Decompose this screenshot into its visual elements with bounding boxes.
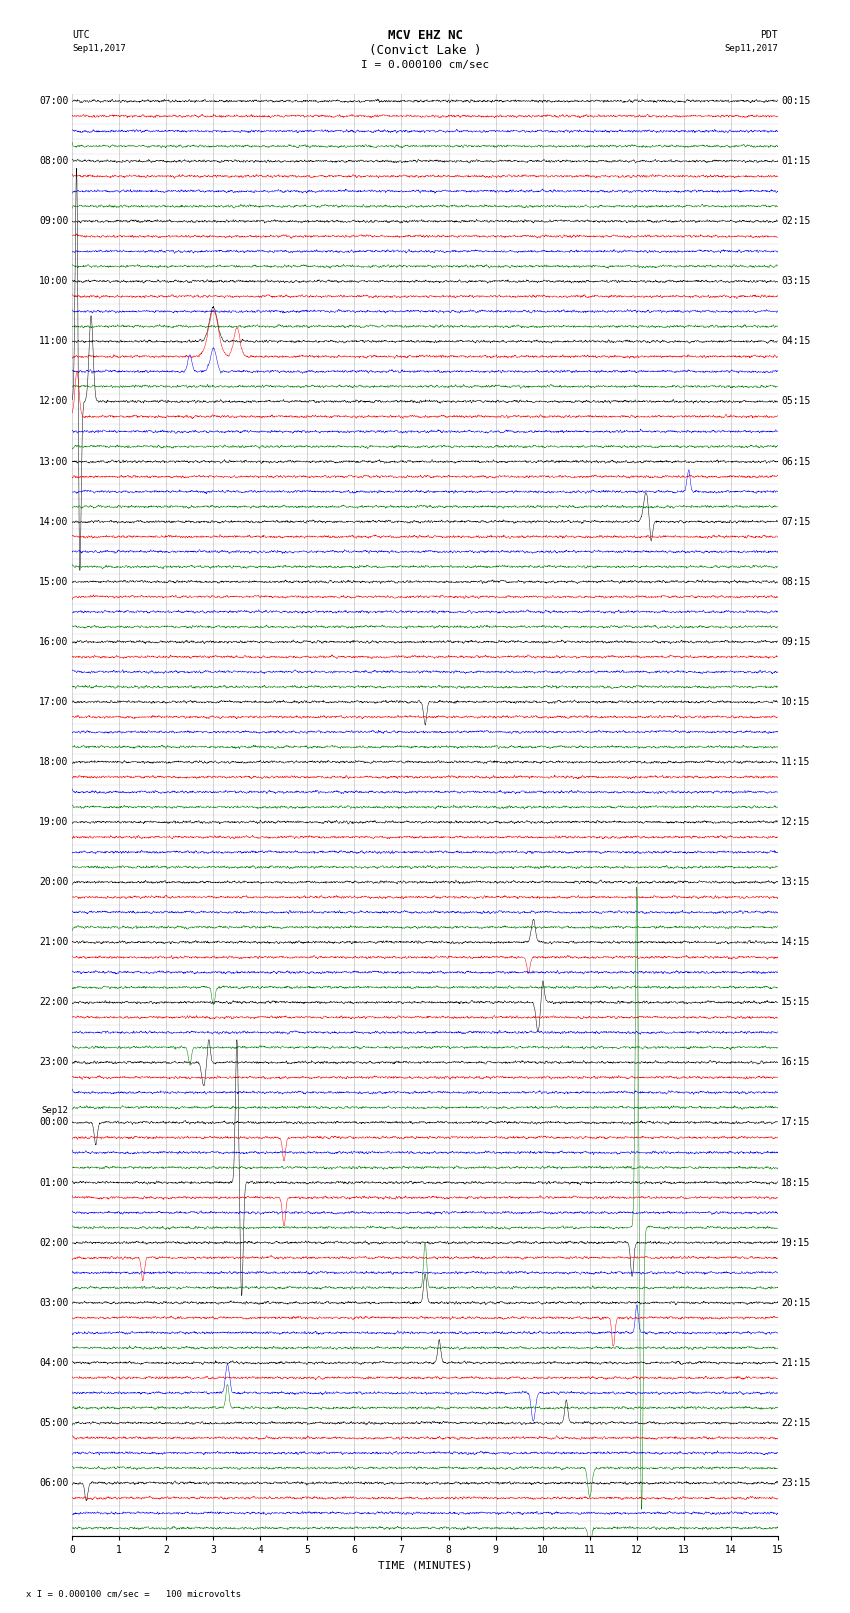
Text: 02:15: 02:15	[781, 216, 811, 226]
Text: 14:15: 14:15	[781, 937, 811, 947]
Text: 19:15: 19:15	[781, 1237, 811, 1248]
Text: 13:00: 13:00	[39, 456, 69, 466]
Text: MCV EHZ NC: MCV EHZ NC	[388, 29, 462, 42]
Text: 05:00: 05:00	[39, 1418, 69, 1428]
Text: 09:15: 09:15	[781, 637, 811, 647]
Text: 07:00: 07:00	[39, 97, 69, 106]
Text: 07:15: 07:15	[781, 516, 811, 527]
Text: 02:00: 02:00	[39, 1237, 69, 1248]
Text: (Convict Lake ): (Convict Lake )	[369, 44, 481, 56]
Text: x I = 0.000100 cm/sec =   100 microvolts: x I = 0.000100 cm/sec = 100 microvolts	[26, 1589, 241, 1598]
Text: 05:15: 05:15	[781, 397, 811, 406]
Text: 00:00: 00:00	[39, 1118, 69, 1127]
Text: 08:15: 08:15	[781, 577, 811, 587]
Text: 06:00: 06:00	[39, 1478, 69, 1489]
Text: 22:15: 22:15	[781, 1418, 811, 1428]
Text: 17:15: 17:15	[781, 1118, 811, 1127]
Text: 17:00: 17:00	[39, 697, 69, 706]
Text: 04:15: 04:15	[781, 337, 811, 347]
Text: 13:15: 13:15	[781, 877, 811, 887]
Text: 10:00: 10:00	[39, 276, 69, 287]
Text: 16:15: 16:15	[781, 1058, 811, 1068]
Text: 23:00: 23:00	[39, 1058, 69, 1068]
Text: I = 0.000100 cm/sec: I = 0.000100 cm/sec	[361, 60, 489, 69]
Text: 03:15: 03:15	[781, 276, 811, 287]
X-axis label: TIME (MINUTES): TIME (MINUTES)	[377, 1560, 473, 1569]
Text: 18:00: 18:00	[39, 756, 69, 768]
Text: 03:00: 03:00	[39, 1298, 69, 1308]
Text: UTC: UTC	[72, 31, 90, 40]
Text: 08:00: 08:00	[39, 156, 69, 166]
Text: 00:15: 00:15	[781, 97, 811, 106]
Text: PDT: PDT	[760, 31, 778, 40]
Text: 19:00: 19:00	[39, 818, 69, 827]
Text: 14:00: 14:00	[39, 516, 69, 527]
Text: Sep11,2017: Sep11,2017	[724, 44, 778, 53]
Text: 01:00: 01:00	[39, 1177, 69, 1187]
Text: 06:15: 06:15	[781, 456, 811, 466]
Text: 11:15: 11:15	[781, 756, 811, 768]
Text: 04:00: 04:00	[39, 1358, 69, 1368]
Text: 16:00: 16:00	[39, 637, 69, 647]
Text: Sep11,2017: Sep11,2017	[72, 44, 126, 53]
Text: 10:15: 10:15	[781, 697, 811, 706]
Text: 20:15: 20:15	[781, 1298, 811, 1308]
Text: 21:00: 21:00	[39, 937, 69, 947]
Text: Sep12: Sep12	[42, 1107, 69, 1115]
Text: 18:15: 18:15	[781, 1177, 811, 1187]
Text: 12:00: 12:00	[39, 397, 69, 406]
Text: 23:15: 23:15	[781, 1478, 811, 1489]
Text: 15:15: 15:15	[781, 997, 811, 1008]
Text: 15:00: 15:00	[39, 577, 69, 587]
Text: 12:15: 12:15	[781, 818, 811, 827]
Text: 11:00: 11:00	[39, 337, 69, 347]
Text: 09:00: 09:00	[39, 216, 69, 226]
Text: 01:15: 01:15	[781, 156, 811, 166]
Text: 22:00: 22:00	[39, 997, 69, 1008]
Text: 20:00: 20:00	[39, 877, 69, 887]
Text: 21:15: 21:15	[781, 1358, 811, 1368]
